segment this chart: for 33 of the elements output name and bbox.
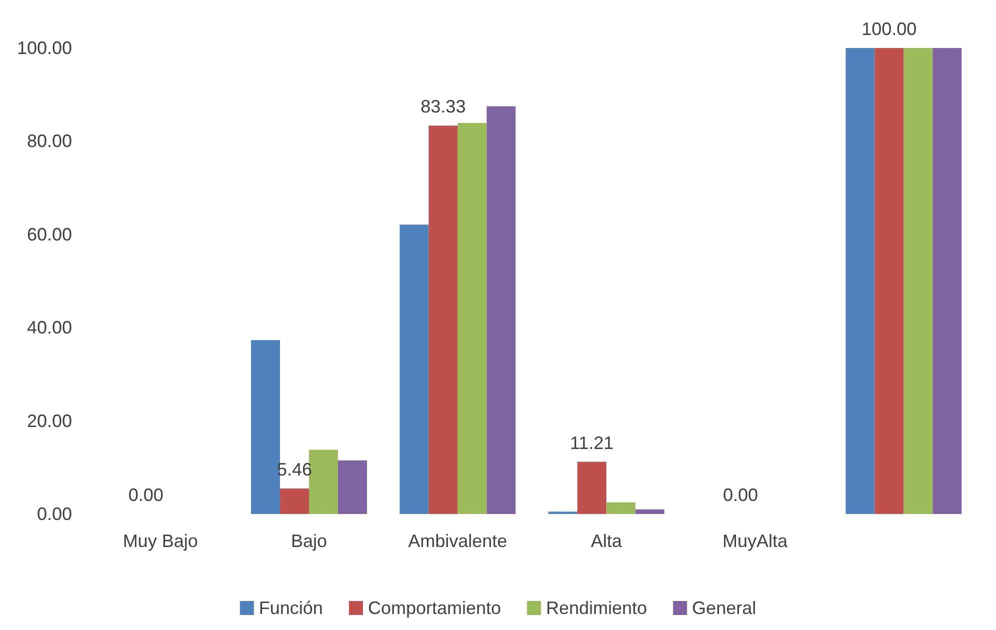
y-tick-label: 20.00 [26,410,72,431]
legend-label: General [692,598,756,618]
data-label: 100.00 [862,19,917,39]
x-tick-label: MuyAlta [722,531,788,551]
y-tick-label: 100.00 [16,38,72,58]
bar [606,502,636,514]
y-tick-label: 0.00 [36,504,72,524]
data-label: 0.00 [722,485,758,505]
legend-label: Función [258,598,323,618]
bar [338,460,367,514]
y-tick-label: 60.00 [26,224,72,244]
legend-label: Comportamiento [368,598,502,618]
x-tick-label: Bajo [290,531,328,551]
bar [280,488,309,514]
bar [486,106,516,514]
bar [400,224,429,514]
bar [874,48,904,514]
y-tick-label: 40.00 [26,318,72,338]
bar [904,48,933,514]
data-label: 0.00 [128,485,164,505]
legend-label: Rendimiento [546,598,648,618]
bar [428,126,458,514]
bar [635,509,664,514]
bar [577,462,606,514]
x-tick-label: Alta [590,531,623,551]
y-tick-label: 80.00 [26,131,72,152]
x-tick-label: Ambivalente [408,531,508,551]
bar [932,48,962,514]
data-label: 11.21 [570,432,614,453]
x-tick-label: Muy Bajo [122,531,198,551]
bar [458,123,487,514]
bar [846,48,875,514]
data-label: 83.33 [420,96,466,117]
